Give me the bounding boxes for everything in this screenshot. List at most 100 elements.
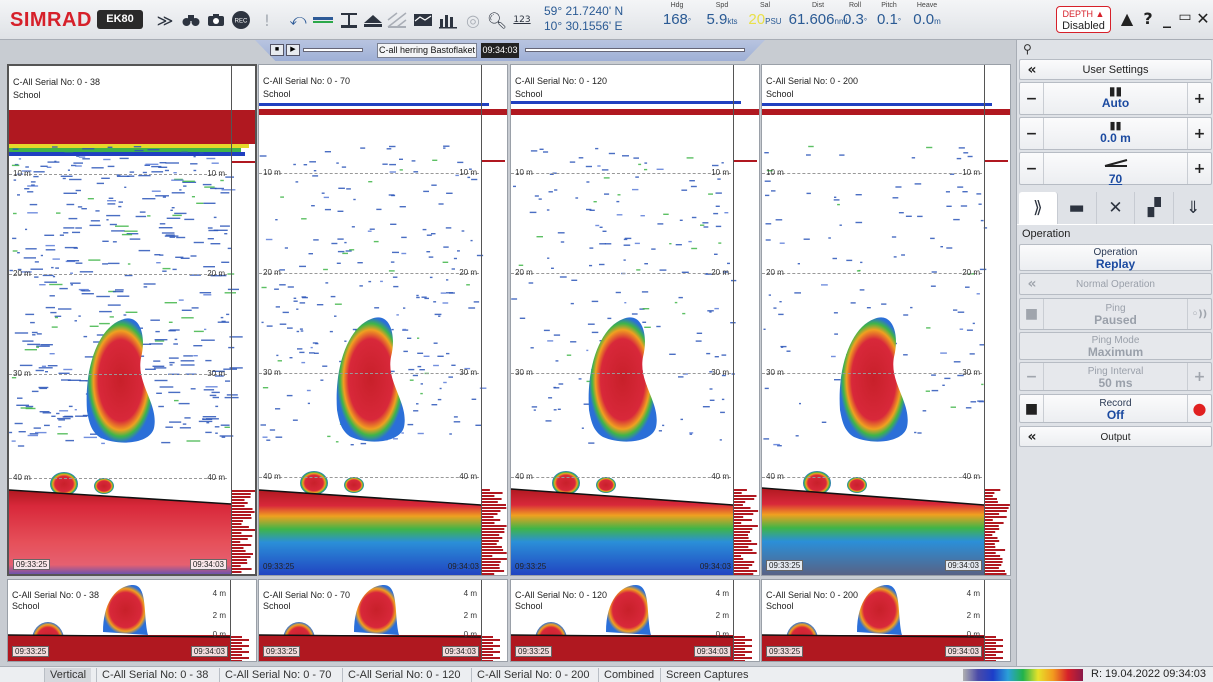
stop-button[interactable]: ■ (270, 44, 284, 56)
display-tab-icon[interactable]: ▬ (1058, 192, 1097, 224)
gain-value: Auto (1101, 96, 1130, 110)
close-icon[interactable]: ✕ (1196, 9, 1210, 28)
binoculars-icon[interactable] (180, 9, 202, 31)
zoom-depth-label: 0 m (212, 630, 226, 639)
ping-control[interactable]: ■ Ping Paused ◦)) (1019, 298, 1212, 330)
echogram-image (762, 103, 1010, 575)
echogram-panel[interactable]: C-All Serial No: 0 - 200 School 10 m 10 m 20… (761, 64, 1011, 576)
replay-position-slider[interactable] (525, 48, 745, 52)
record-icon[interactable]: REC (230, 9, 252, 31)
collapse-icon: « (1027, 61, 1037, 78)
target-icon[interactable]: ◎ (466, 10, 480, 30)
cursor-icon[interactable]: ⤺ (289, 10, 307, 29)
tab-serial-38[interactable]: C-All Serial No: 0 - 38 (96, 668, 213, 682)
tvg-decrease-button[interactable]: − (1020, 153, 1044, 184)
ping-mode-control[interactable]: Ping Mode Maximum (1019, 332, 1212, 360)
chevron-down-icon[interactable]: ≫ (156, 10, 174, 30)
windows-tab-icon[interactable]: ▞ (1135, 192, 1175, 224)
depth-disabled-button[interactable]: DEPTH ▲ Disabled (1056, 6, 1111, 33)
tab-vertical[interactable]: Vertical (44, 668, 92, 682)
tab-serial-200[interactable]: C-All Serial No: 0 - 200 (471, 668, 595, 682)
normal-operation-button[interactable]: « Normal Operation (1019, 273, 1212, 295)
speed-slider[interactable] (303, 48, 363, 52)
zoom-school-label: School (515, 601, 543, 611)
depth-label-left: 20 m (515, 268, 533, 277)
depth-label-right: 10 m (459, 168, 477, 177)
depth-gridline (762, 373, 982, 374)
record-icon-label: REC (235, 19, 248, 25)
record-dot-icon[interactable]: ● (1187, 395, 1211, 422)
depth-gridline (762, 173, 982, 174)
zoom-echogram-panel[interactable]: C-All Serial No: 0 - 120 School 4 m 2 m 0 m 0… (510, 579, 760, 662)
range-start-icon: ▮▮ (1109, 120, 1122, 132)
depth-gridline (762, 273, 982, 274)
alert-triangle-icon: ▲ (1095, 9, 1105, 19)
ping-stop-button[interactable]: ■ (1020, 299, 1044, 329)
maximize-icon[interactable]: ▭ (1178, 9, 1192, 25)
depth-label-left: 20 m (263, 268, 281, 277)
alert-icon[interactable]: ▲ (1120, 9, 1134, 28)
start-time-label: 09:33:25 (263, 562, 295, 571)
zoom-start-time-label: 09:33:25 (515, 646, 553, 657)
camera-icon[interactable] (205, 9, 227, 31)
replay-file-label[interactable]: C-all herring Bastoflaket (377, 43, 477, 58)
collapse-icon: « (1027, 276, 1037, 292)
pin-icon[interactable]: ⚲ (1023, 42, 1032, 56)
range-start-decrease-button[interactable]: − (1020, 118, 1044, 149)
bottom-line-icon[interactable] (338, 9, 360, 31)
ping-interval-decrease-button[interactable]: − (1020, 363, 1044, 390)
tab-serial-120[interactable]: C-All Serial No: 0 - 120 (342, 668, 466, 682)
tab-serial-70[interactable]: C-All Serial No: 0 - 70 (219, 668, 336, 682)
settings-panel: ⚲ « User Settings − ▮▮ Auto + − ▮▮ 0.0 m +… (1016, 40, 1213, 666)
tab-screen-captures[interactable]: Screen Captures (660, 668, 754, 682)
gain-increase-button[interactable]: + (1187, 83, 1211, 114)
horizontal-line-icon[interactable] (312, 9, 334, 31)
minimize-icon[interactable]: _ (1163, 9, 1171, 28)
echogram-image (9, 110, 255, 574)
zoom-start-time-label: 09:33:25 (263, 646, 301, 657)
output-button[interactable]: « Output (1019, 426, 1212, 447)
ping-interval-increase-button[interactable]: + (1187, 363, 1211, 390)
range-start-increase-button[interactable]: + (1187, 118, 1211, 149)
heading-readout: Hdg 168° (662, 2, 692, 28)
gain-control[interactable]: − ▮▮ Auto + (1019, 82, 1212, 115)
operation-button[interactable]: Operation Replay (1019, 244, 1212, 271)
history-divider (231, 66, 232, 574)
zoom-end-time-label: 09:34:03 (944, 646, 982, 657)
echogram-panel[interactable]: C-All Serial No: 0 - 120 School 10 m 10 m 20… (510, 64, 760, 576)
zoom-echogram-title: C-All Serial No: 0 - 70 (263, 590, 351, 600)
zoom-echogram-panel[interactable]: C-All Serial No: 0 - 38 School 4 m 2 m 0 m 09… (7, 579, 257, 662)
zoom-echogram-panel[interactable]: C-All Serial No: 0 - 70 School 4 m 2 m 0 m 09… (258, 579, 508, 662)
record-stop-button[interactable]: ■ (1020, 395, 1044, 422)
gain-decrease-button[interactable]: − (1020, 83, 1044, 114)
zoom-end-time-label: 09:34:03 (693, 646, 731, 657)
record-control[interactable]: ■ Record Off ● (1019, 394, 1212, 423)
warning-icon[interactable]: ! (263, 10, 271, 30)
user-settings-button[interactable]: « User Settings (1019, 59, 1212, 80)
zoom-depth-label: 0 m (715, 630, 729, 639)
ping-interval-control[interactable]: − Ping Interval 50 ms + (1019, 362, 1212, 391)
tvg-increase-button[interactable]: + (1187, 153, 1211, 184)
grid-icon[interactable] (386, 9, 408, 31)
depth-label-left: 30 m (263, 368, 281, 377)
help-icon[interactable]: ? (1143, 9, 1153, 28)
play-button[interactable]: ▶ (286, 44, 300, 56)
bar-chart-icon[interactable] (437, 9, 459, 31)
ping-sound-icon[interactable]: ◦)) (1187, 299, 1211, 329)
download-tab-icon[interactable]: ⇓ (1185, 198, 1201, 218)
range-start-control[interactable]: − ▮▮ 0.0 m + (1019, 117, 1212, 150)
ping-value: Paused (1094, 313, 1137, 327)
layers-icon[interactable] (362, 9, 384, 31)
operation-tab-icon[interactable]: ⟫ (1019, 192, 1058, 224)
depth-label-left: 10 m (515, 168, 533, 177)
numeric-icon[interactable]: 123 (513, 15, 531, 25)
echogram-panel[interactable]: C-All Serial No: 0 - 70 School 10 m 10 m 20 … (258, 64, 508, 576)
setup-tab-icon[interactable]: ✕ (1097, 192, 1136, 224)
zoom-echogram-panel[interactable]: C-All Serial No: 0 - 200 School 4 m 2 m 0 m 0… (761, 579, 1011, 662)
zoom-icon[interactable]: 🔍︎ (486, 10, 508, 30)
tvg-icon (1104, 159, 1127, 167)
tab-combined[interactable]: Combined (598, 668, 659, 682)
echogram-icon[interactable] (412, 9, 434, 31)
echogram-panel[interactable]: C-All Serial No: 0 - 38 School 10 m 10 m 20 … (7, 64, 257, 576)
tvg-control[interactable]: − 70 + (1019, 152, 1212, 186)
